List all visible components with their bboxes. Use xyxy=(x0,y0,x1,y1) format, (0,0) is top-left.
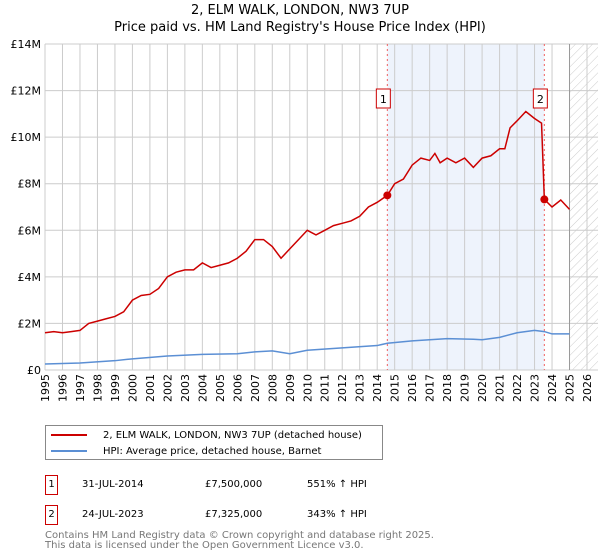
y-tick-label: £6M xyxy=(18,224,42,237)
annotation-label: 1 xyxy=(380,93,387,106)
y-tick-label: £4M xyxy=(18,271,42,284)
x-tick-label: 1996 xyxy=(56,374,69,402)
chart-subtitle: Price paid vs. HM Land Registry's House … xyxy=(114,20,486,35)
transaction-date: 24-JUL-2023 xyxy=(82,509,144,520)
x-tick-label: 1997 xyxy=(74,374,87,402)
sale-point xyxy=(540,195,549,204)
x-tick-label: 2018 xyxy=(441,374,454,402)
forecast-hatch xyxy=(569,44,598,370)
y-tick-label: £10M xyxy=(11,131,42,144)
x-tick-label: 2009 xyxy=(284,374,297,402)
transaction-price: £7,325,000 xyxy=(205,509,263,520)
annotation-box xyxy=(532,88,548,109)
legend-item-hpi: HPI: Average price, detached house, Barn… xyxy=(46,444,321,458)
x-tick-label: 2015 xyxy=(389,374,402,402)
series-line xyxy=(44,110,571,334)
y-tick-label: £2M xyxy=(18,317,42,330)
x-tick-label: 2006 xyxy=(231,374,244,402)
y-tick-label: £12M xyxy=(11,85,42,98)
x-tick-label: 2024 xyxy=(546,374,559,402)
x-tick-label: 2003 xyxy=(179,374,192,402)
x-tick-label: 2007 xyxy=(249,374,262,402)
footer-line: This data is licensed under the Open Gov… xyxy=(45,540,364,551)
legend: 2, ELM WALK, LONDON, NW3 7UP (detached h… xyxy=(45,425,383,460)
legend-label: 2, ELM WALK, LONDON, NW3 7UP (detached h… xyxy=(103,429,362,441)
x-tick-label: 2004 xyxy=(196,374,209,402)
x-tick-label: 2026 xyxy=(581,374,594,402)
transaction-hpi: 551% ↑ HPI xyxy=(307,479,367,490)
x-tick-label: 2016 xyxy=(406,374,419,402)
x-tick-label: 2022 xyxy=(511,374,524,402)
x-tick-label: 2013 xyxy=(354,374,367,402)
x-tick-label: 2008 xyxy=(266,374,279,402)
transaction-price: £7,500,000 xyxy=(205,479,263,490)
x-tick-label: 2023 xyxy=(529,374,542,402)
legend-item-property: 2, ELM WALK, LONDON, NW3 7UP (detached h… xyxy=(46,428,362,442)
transaction-hpi: 343% ↑ HPI xyxy=(307,509,367,520)
transaction-marker: 2 xyxy=(45,505,58,525)
x-tick-label: 2011 xyxy=(319,374,332,402)
x-tick-label: 2020 xyxy=(476,374,489,402)
x-tick-label: 2005 xyxy=(214,374,227,402)
shaded-region xyxy=(387,44,545,370)
x-tick-label: 2014 xyxy=(371,374,384,402)
y-tick-label: £0 xyxy=(27,364,41,377)
x-tick-label: 1998 xyxy=(91,374,104,402)
x-tick-label: 2021 xyxy=(494,374,507,402)
x-tick-label: 2019 xyxy=(459,374,472,402)
x-tick-label: 2025 xyxy=(564,374,577,402)
footer-line: Contains HM Land Registry data © Crown c… xyxy=(45,530,434,541)
chart-plot: 1995 1996 1997 1998 1999 2000 2001 2002 2003 2004… xyxy=(11,38,598,402)
transaction-date: 31-JUL-2014 xyxy=(82,479,144,490)
annotation-label: 2 xyxy=(537,93,544,106)
chart-title: 2, ELM WALK, LONDON, NW3 7UP xyxy=(191,3,409,18)
annotation-box xyxy=(375,88,391,109)
x-tick-label: 2002 xyxy=(161,374,174,402)
legend-swatch-red xyxy=(51,434,87,436)
x-tick-label: 2000 xyxy=(126,374,139,402)
y-tick-label: £14M xyxy=(11,38,42,51)
sale-point xyxy=(383,191,392,200)
x-tick-label: 2017 xyxy=(424,374,437,402)
series-line xyxy=(44,329,570,365)
x-tick-label: 2012 xyxy=(336,374,349,402)
legend-label: HPI: Average price, detached house, Barn… xyxy=(103,445,322,457)
legend-swatch-blue xyxy=(51,450,87,452)
y-tick-label: £8M xyxy=(18,178,42,191)
footer: Contains HM Land Registry data © Crown c… xyxy=(45,531,434,551)
x-tick-label: 1999 xyxy=(109,374,122,402)
x-tick-label: 2010 xyxy=(301,374,314,402)
x-tick-label: 1995 xyxy=(39,374,52,402)
x-tick-label: 2001 xyxy=(144,374,157,402)
transaction-marker: 1 xyxy=(45,475,58,495)
